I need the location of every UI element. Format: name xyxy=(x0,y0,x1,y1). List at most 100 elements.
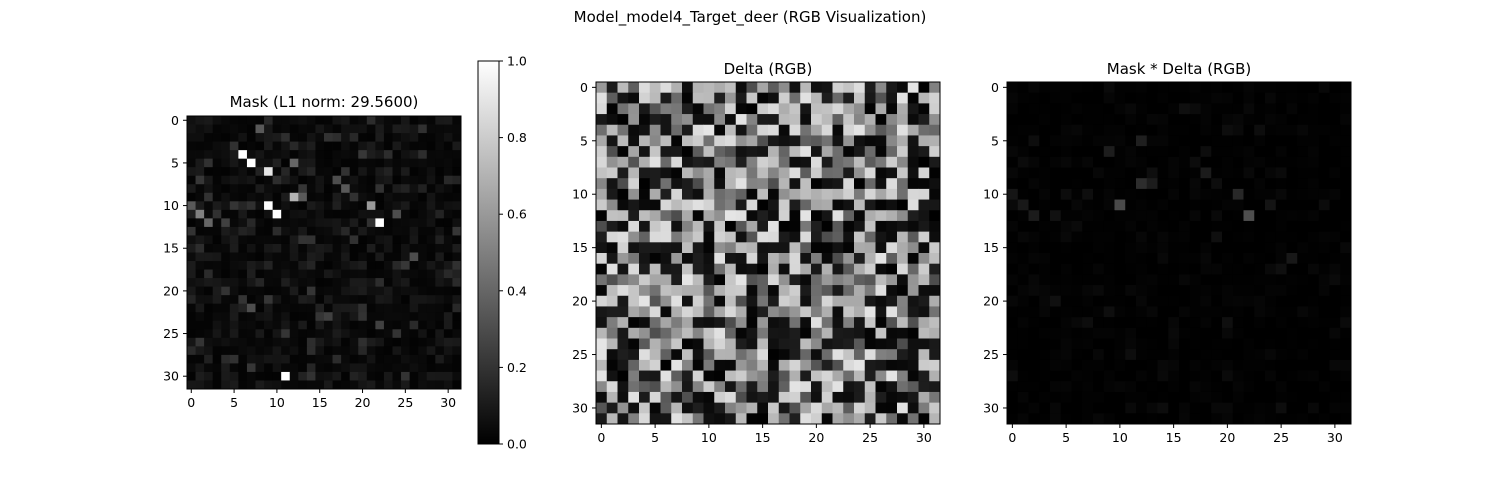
delta-cell xyxy=(649,253,661,265)
mask-cell xyxy=(418,295,428,305)
delta-cell xyxy=(649,349,661,361)
mask-cell xyxy=(375,243,385,253)
delta-cell xyxy=(875,242,887,254)
mask-cell xyxy=(195,201,205,211)
mask-cell xyxy=(306,346,316,356)
mask-times-delta-cell xyxy=(1017,338,1029,350)
mask-cell xyxy=(272,286,282,296)
mask-times-delta-cell xyxy=(1017,92,1029,104)
delta-cell xyxy=(617,317,629,329)
colorbar-tick-label: 0.2 xyxy=(507,360,527,375)
mask-cell xyxy=(452,337,462,347)
mask-times-delta-cell xyxy=(1168,178,1180,190)
delta-cell xyxy=(692,82,704,94)
mask-cell xyxy=(204,175,214,185)
delta-cell xyxy=(789,167,801,179)
delta-cell xyxy=(918,82,930,94)
mask-cell xyxy=(272,380,282,390)
mask-cell xyxy=(392,371,402,381)
delta-cell xyxy=(606,178,618,190)
delta-cell xyxy=(768,242,780,254)
mask-times-delta-cell xyxy=(1071,295,1083,307)
mask-cell xyxy=(187,371,196,381)
mask-times-delta-cell xyxy=(1125,295,1137,307)
mask-cell xyxy=(306,167,316,177)
mask-times-delta-cell xyxy=(1189,381,1201,393)
mask-times-delta-cell xyxy=(1017,178,1029,190)
mask-cell xyxy=(392,252,402,262)
mask-times-delta-cell xyxy=(1060,274,1072,286)
mask-cell xyxy=(289,218,299,228)
delta-cell xyxy=(864,402,876,414)
mask-times-delta-cell xyxy=(1200,188,1212,200)
mask-cell xyxy=(289,201,299,211)
mask-times-delta-cell xyxy=(1329,285,1341,297)
mask-cell xyxy=(264,312,274,322)
delta-cell xyxy=(735,231,747,243)
delta-cell xyxy=(907,359,919,371)
mask-cell xyxy=(289,133,299,142)
mask-times-delta-cell xyxy=(1146,167,1158,179)
mask-times-delta-cell xyxy=(1039,402,1051,414)
mask-cell xyxy=(401,243,411,253)
mask-cell xyxy=(315,184,325,194)
delta-cell xyxy=(778,242,790,254)
mask-times-delta-cell xyxy=(1265,135,1277,147)
mask-cell xyxy=(264,261,274,270)
mask-times-delta-cell xyxy=(1329,188,1341,200)
mask-times-delta-cell xyxy=(1297,391,1309,404)
mask-times-delta-cell xyxy=(1286,156,1298,168)
mask-cell xyxy=(221,226,231,236)
mask-times-delta-cell xyxy=(1232,178,1244,190)
delta-cell xyxy=(617,124,629,136)
delta-cell xyxy=(692,124,704,136)
mask-cell xyxy=(281,243,291,253)
mask-times-delta-cell xyxy=(1082,349,1094,361)
mask-cell xyxy=(435,235,445,245)
delta-cell xyxy=(692,156,704,168)
mask-cell xyxy=(204,380,214,390)
mask-times-delta-cell xyxy=(1028,167,1040,179)
delta-cell xyxy=(800,413,812,425)
mask-cell xyxy=(255,278,265,288)
mask-cell xyxy=(255,150,265,160)
mask-times-delta-cell xyxy=(1200,413,1212,425)
delta-cell xyxy=(789,231,801,243)
mask-cell xyxy=(281,252,291,262)
mask-times-delta-cell xyxy=(1060,231,1072,243)
mask-cell xyxy=(229,295,239,305)
mask-cell xyxy=(435,354,445,364)
mask-cell xyxy=(306,278,316,288)
mask-times-delta-cell xyxy=(1157,253,1169,265)
delta-cell xyxy=(854,124,866,136)
delta-cell xyxy=(617,188,629,200)
delta-cell xyxy=(832,231,844,243)
delta-cell xyxy=(692,402,704,414)
mask-times-delta-cell xyxy=(1007,92,1019,104)
mask-cell xyxy=(229,363,239,373)
mask-times-delta-cell xyxy=(1146,391,1158,404)
delta-cell xyxy=(596,349,608,361)
mask-cell xyxy=(418,235,428,245)
mask-cell xyxy=(392,235,402,245)
mask-times-delta-cell xyxy=(1275,274,1287,286)
delta-cell xyxy=(703,178,715,190)
mask-cell xyxy=(358,167,368,177)
delta-cell xyxy=(907,103,919,115)
delta-cell xyxy=(821,220,833,233)
mask-times-delta-cell xyxy=(1297,338,1309,350)
mask-cell xyxy=(401,261,411,270)
delta-cell xyxy=(800,156,812,168)
delta-cell xyxy=(843,231,855,243)
delta-cell xyxy=(703,220,715,233)
delta-cell xyxy=(875,103,887,115)
delta-cell xyxy=(660,167,672,179)
mask-times-delta-cell xyxy=(1232,295,1244,307)
mask-cell xyxy=(212,226,222,236)
delta-cell xyxy=(821,114,833,126)
mask-times-delta-cell xyxy=(1308,317,1320,329)
mask-cell xyxy=(221,150,231,160)
delta-cell xyxy=(864,295,876,307)
mask-times-delta-cell xyxy=(1222,124,1234,136)
mask-cell xyxy=(281,209,291,219)
